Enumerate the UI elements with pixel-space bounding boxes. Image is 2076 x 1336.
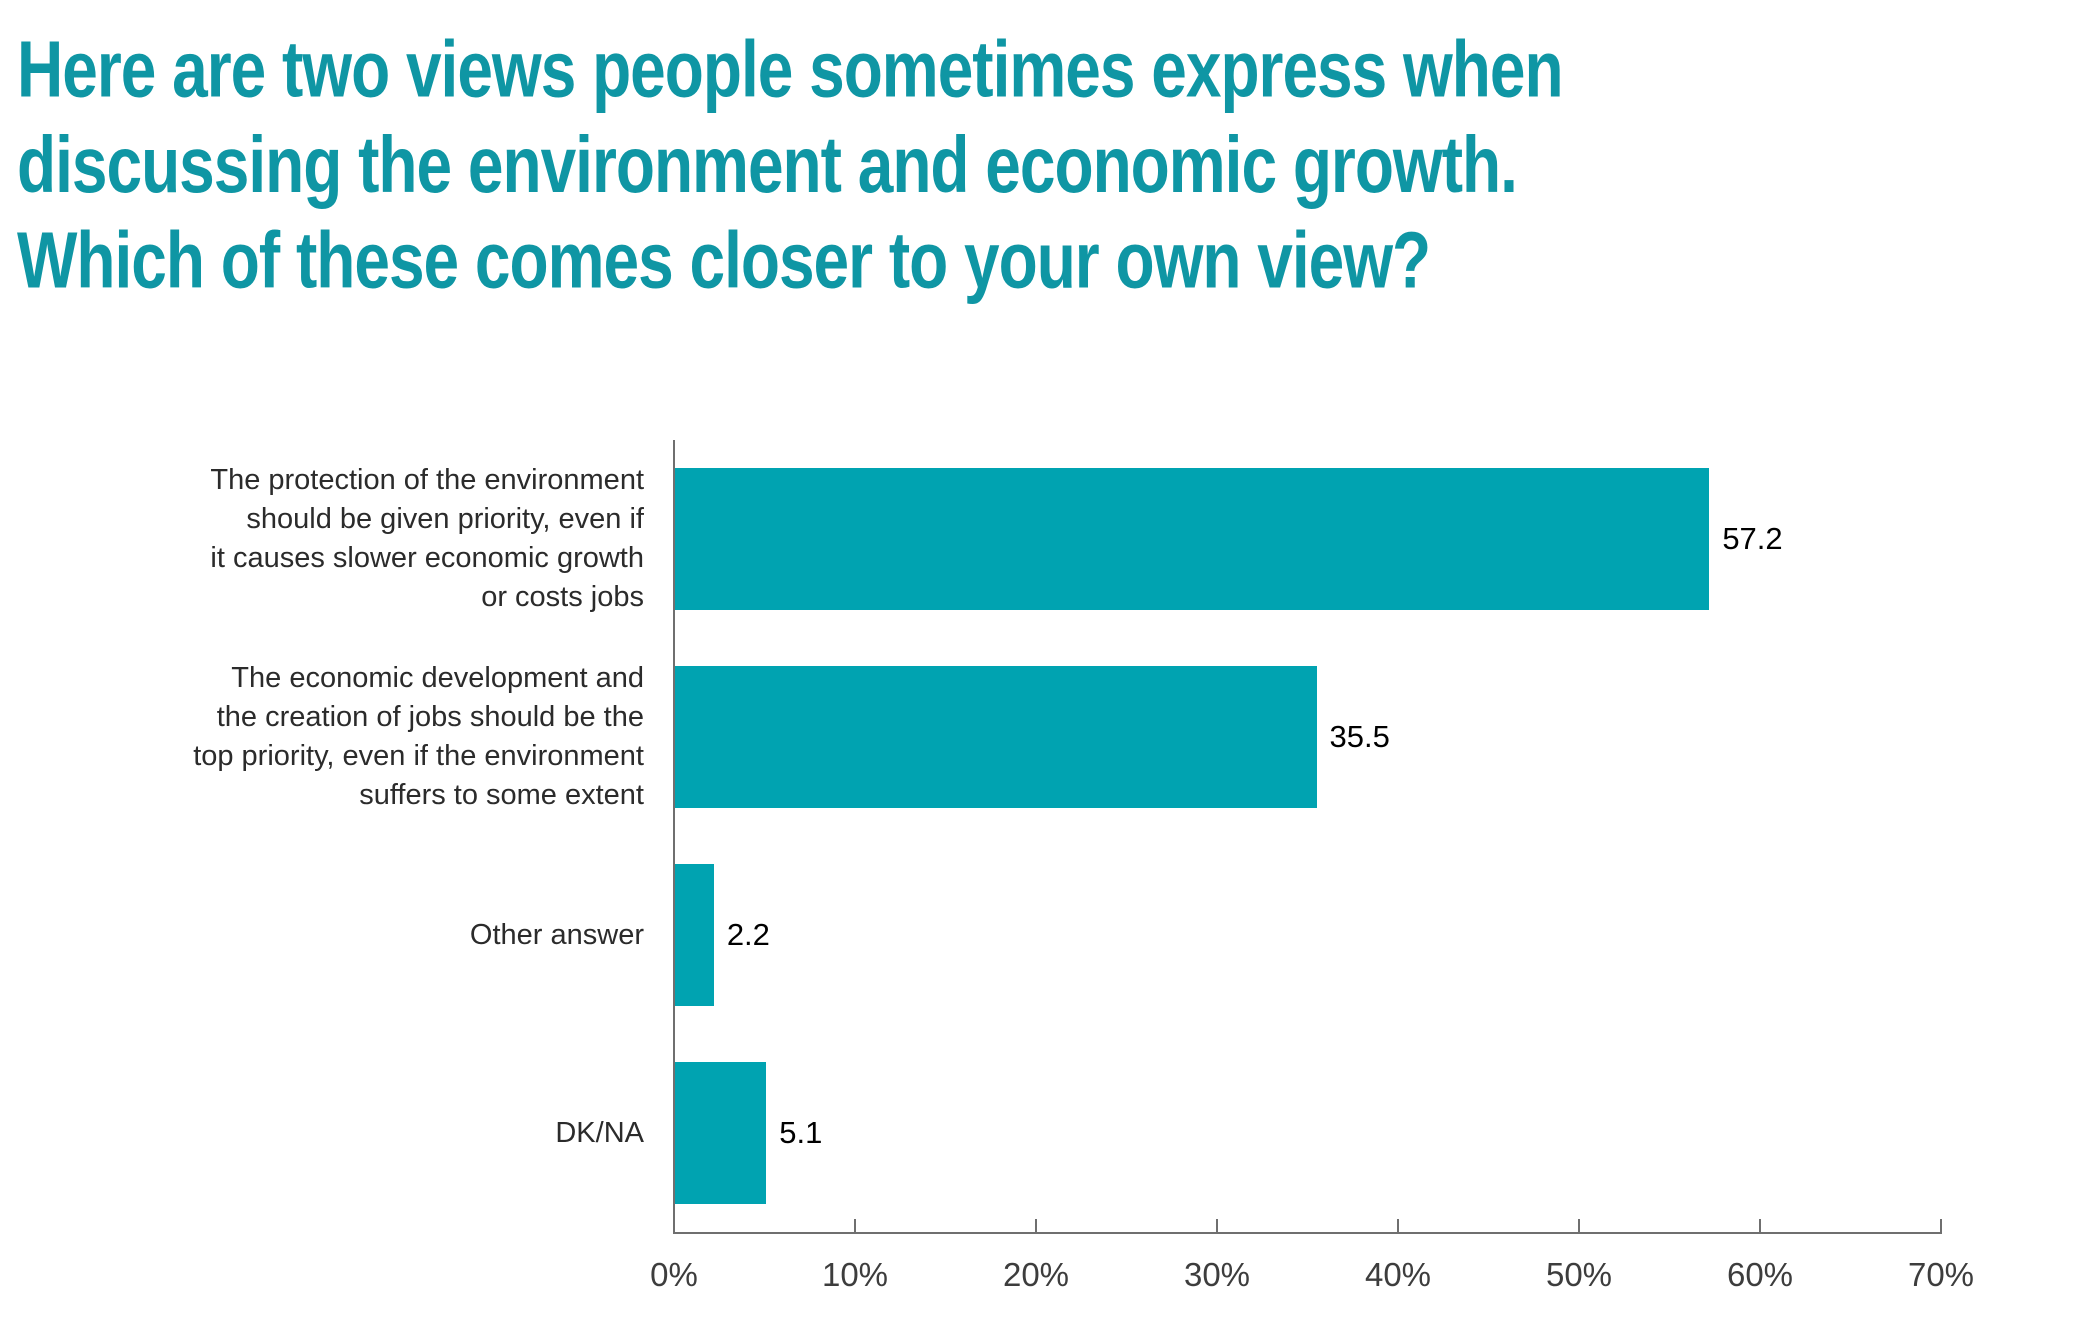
category-label: The protection of the environment should … bbox=[0, 461, 674, 617]
bar bbox=[674, 468, 1710, 610]
x-tick-label: 70% bbox=[1907, 1256, 1975, 1293]
category-label-line: it causes slower economic growth bbox=[210, 542, 644, 574]
bar-row: DK/NA 5.1 bbox=[0, 1034, 2076, 1232]
value-label: 35.5 bbox=[1329, 719, 1390, 754]
x-tick-label: 60% bbox=[1726, 1256, 1794, 1293]
category-label-line: DK/NA bbox=[555, 1116, 644, 1149]
x-tick-label: 0% bbox=[650, 1256, 698, 1293]
value-label: 2.2 bbox=[726, 917, 770, 952]
bar-track: 5.1 bbox=[674, 1062, 1941, 1204]
chart-title: Here are two views people sometimes expr… bbox=[17, 22, 1564, 308]
category-label: Other answer bbox=[0, 916, 674, 955]
category-label: The economic development and the creation… bbox=[0, 659, 674, 815]
category-label-line: or costs jobs bbox=[481, 581, 644, 613]
x-axis-line bbox=[673, 1232, 1942, 1234]
bar bbox=[674, 864, 714, 1006]
bar bbox=[674, 666, 1317, 808]
bar-track: 2.2 bbox=[674, 864, 1941, 1006]
category-label-line: the creation of jobs should be the bbox=[216, 701, 644, 733]
bar-row: Other answer 2.2 bbox=[0, 836, 2076, 1034]
bar-row: The economic development and the creation… bbox=[0, 638, 2076, 836]
category-label: DK/NA bbox=[0, 1114, 674, 1153]
category-label-line: should be given priority, even if bbox=[246, 503, 644, 535]
x-tick-label: 40% bbox=[1364, 1256, 1432, 1293]
category-label-line: The economic development and bbox=[231, 662, 644, 694]
y-axis-line bbox=[673, 440, 675, 1234]
bar-track: 57.2 bbox=[674, 468, 1941, 610]
chart-title-line-2: discussing the environment and economic … bbox=[17, 119, 1518, 210]
value-label: 57.2 bbox=[1722, 521, 1783, 556]
bar-row: The protection of the environment should … bbox=[0, 440, 2076, 638]
category-label-line: top priority, even if the environment bbox=[193, 740, 644, 772]
category-label-line: The protection of the environment bbox=[210, 464, 644, 496]
category-label-line: suffers to some extent bbox=[359, 779, 644, 811]
bar-rows: The protection of the environment should … bbox=[0, 440, 2076, 1232]
x-tick-label: 20% bbox=[1002, 1256, 1070, 1293]
chart-title-line-1: Here are two views people sometimes expr… bbox=[17, 24, 1564, 114]
category-label-line: Other answer bbox=[469, 918, 644, 951]
x-tick-label: 50% bbox=[1545, 1256, 1613, 1293]
bar-track: 35.5 bbox=[674, 666, 1941, 808]
value-label: 5.1 bbox=[779, 1115, 823, 1150]
chart-title-line-3: Which of these comes closer to your own … bbox=[17, 215, 1431, 305]
x-tick-label: 30% bbox=[1183, 1256, 1251, 1293]
x-tick-label: 10% bbox=[821, 1256, 889, 1293]
bar bbox=[674, 1062, 767, 1204]
